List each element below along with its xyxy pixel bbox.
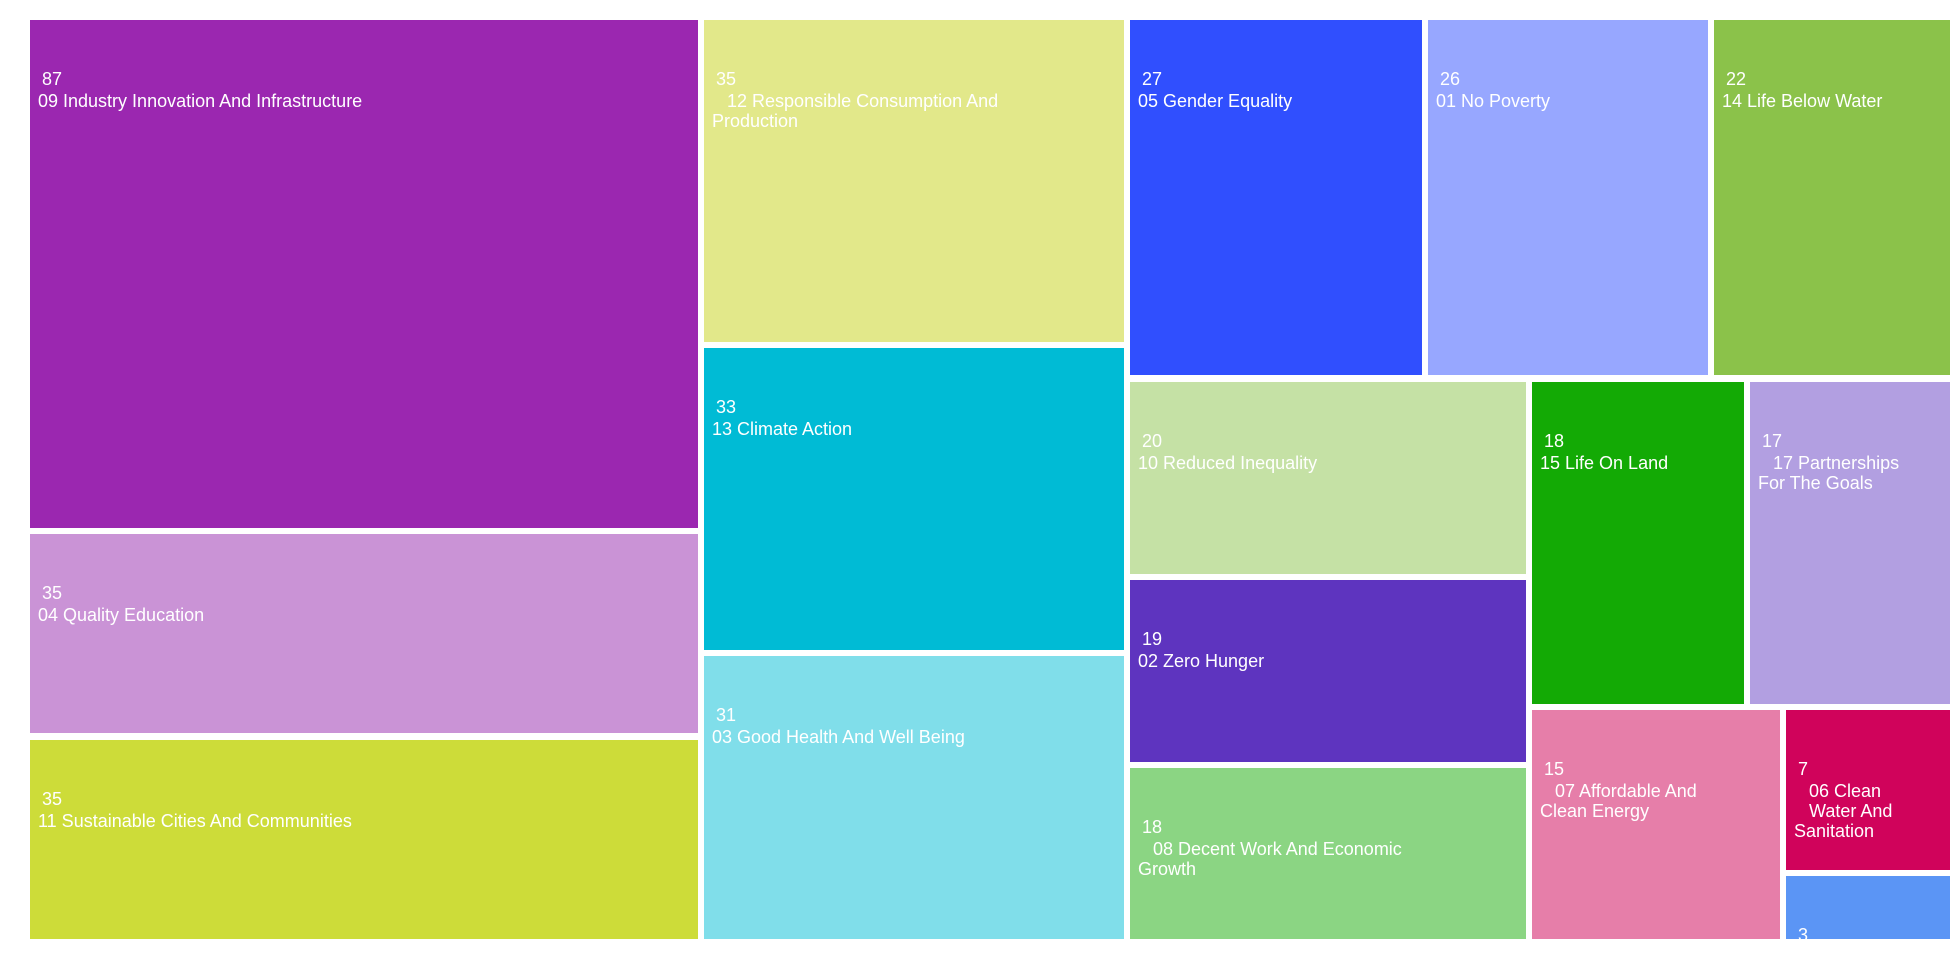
tile-label: 05 Gender Equality bbox=[1138, 91, 1293, 111]
treemap-tile[interactable]: 87 09 Industry Innovation And Infrastruct… bbox=[30, 20, 698, 528]
treemap-tile[interactable]: 35 12 Responsible Consumption And Produc… bbox=[704, 20, 1124, 342]
tile-label: 02 Zero Hunger bbox=[1138, 651, 1265, 671]
treemap-tile[interactable]: 15 07 Affordable And Clean Energy bbox=[1532, 710, 1780, 939]
treemap-tile[interactable]: 3 bbox=[1786, 876, 1950, 939]
tile-value: 33 bbox=[716, 397, 737, 417]
tile-label: 12 Responsible Consumption And Productio… bbox=[712, 91, 999, 131]
tile-label: 11 Sustainable Cities And Communities bbox=[38, 811, 352, 831]
treemap-tile[interactable]: 18 15 Life On Land bbox=[1532, 382, 1744, 704]
tile-label: 10 Reduced Inequality bbox=[1138, 453, 1318, 473]
treemap-tile[interactable]: 17 17 Partnerships For The Goals bbox=[1750, 382, 1950, 704]
tile-value: 7 bbox=[1798, 759, 1809, 779]
tile-value: 18 bbox=[1544, 431, 1565, 451]
treemap-tile[interactable]: 18 08 Decent Work And Economic Growth bbox=[1130, 768, 1526, 939]
treemap-tile[interactable]: 33 13 Climate Action bbox=[704, 348, 1124, 650]
tile-label: 01 No Poverty bbox=[1436, 91, 1551, 111]
tile-value: 20 bbox=[1142, 431, 1163, 451]
tile-label: 06 Clean Water And Sanitation bbox=[1794, 781, 1893, 841]
tile-label: 17 Partnerships For The Goals bbox=[1758, 453, 1900, 493]
tile-value: 18 bbox=[1142, 817, 1163, 837]
tile-value: 31 bbox=[716, 705, 737, 725]
tile-label: 07 Affordable And Clean Energy bbox=[1540, 781, 1697, 821]
tile-value: 17 bbox=[1762, 431, 1783, 451]
treemap-tile[interactable]: 35 11 Sustainable Cities And Communities bbox=[30, 740, 698, 939]
treemap-tile[interactable]: 27 05 Gender Equality bbox=[1130, 20, 1422, 375]
tile-value: 87 bbox=[42, 69, 63, 89]
treemap-tile[interactable]: 26 01 No Poverty bbox=[1428, 20, 1708, 375]
treemap-tile[interactable]: 31 03 Good Health And Well Being bbox=[704, 656, 1124, 939]
tile-label: 03 Good Health And Well Being bbox=[712, 727, 965, 747]
tile-value: 22 bbox=[1726, 69, 1747, 89]
tile-value: 19 bbox=[1142, 629, 1163, 649]
treemap-tile[interactable]: 7 06 Clean Water And Sanitation bbox=[1786, 710, 1950, 870]
treemap-tile[interactable]: 35 04 Quality Education bbox=[30, 534, 698, 733]
tile-label: 08 Decent Work And Economic Growth bbox=[1138, 839, 1402, 879]
tile-label: 15 Life On Land bbox=[1540, 453, 1669, 473]
tile-label: 14 Life Below Water bbox=[1722, 91, 1883, 111]
treemap-tile[interactable]: 19 02 Zero Hunger bbox=[1130, 580, 1526, 762]
treemap-tile[interactable]: 22 14 Life Below Water bbox=[1714, 20, 1950, 375]
tile-value: 15 bbox=[1544, 759, 1565, 779]
treemap-tile[interactable]: 20 10 Reduced Inequality bbox=[1130, 382, 1526, 574]
tile-label: 09 Industry Innovation And Infrastructur… bbox=[38, 91, 363, 111]
tile-value: 35 bbox=[42, 583, 63, 603]
tile-value: 35 bbox=[42, 789, 63, 809]
tile-value: 26 bbox=[1440, 69, 1461, 89]
tile-value: 27 bbox=[1142, 69, 1163, 89]
tile-label: 04 Quality Education bbox=[38, 605, 205, 625]
tile-value: 3 bbox=[1798, 925, 1809, 939]
tile-label: 13 Climate Action bbox=[712, 419, 853, 439]
tile-value: 35 bbox=[716, 69, 737, 89]
